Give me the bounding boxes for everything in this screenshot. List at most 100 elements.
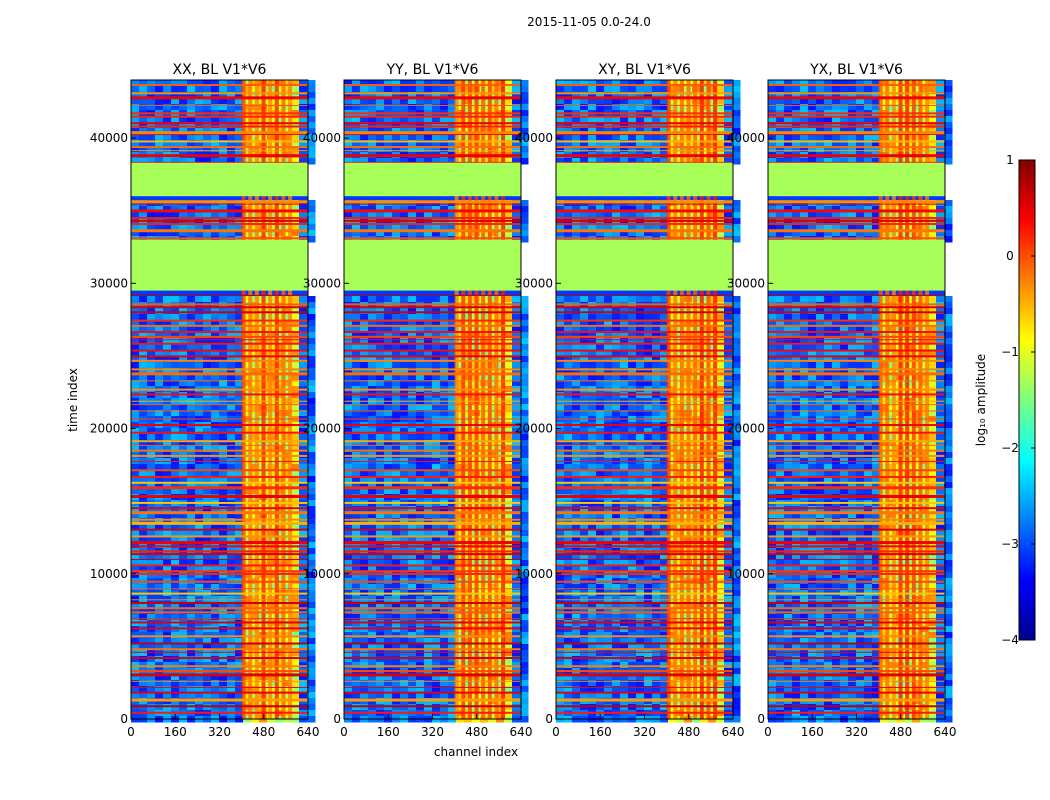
heatmap-cell bbox=[392, 674, 401, 681]
heatmap-cell bbox=[448, 212, 457, 219]
heatmap-cell bbox=[448, 224, 457, 231]
heatmap-cell bbox=[307, 500, 316, 507]
heatmap-cell bbox=[424, 308, 433, 315]
heatmap-cell bbox=[732, 224, 741, 231]
heatmap-cell bbox=[187, 368, 196, 375]
heatmap-cell bbox=[432, 122, 441, 129]
heatmap-cell bbox=[219, 686, 228, 693]
heatmap-cell bbox=[344, 350, 353, 357]
rfi-time-streak bbox=[131, 219, 308, 222]
heatmap-cell bbox=[131, 344, 140, 351]
heatmap-cell bbox=[163, 332, 172, 339]
heatmap-cell bbox=[187, 104, 196, 111]
heatmap-cell bbox=[131, 692, 140, 699]
heatmap-cell bbox=[219, 362, 228, 369]
heatmap-cell bbox=[520, 614, 529, 621]
heatmap-cell bbox=[195, 92, 204, 99]
y-tick-label: 30000 bbox=[90, 276, 128, 290]
rfi-time-streak bbox=[344, 359, 521, 362]
heatmap-cell bbox=[307, 464, 316, 471]
heatmap-cell bbox=[307, 92, 316, 99]
heatmap-cell bbox=[163, 320, 172, 327]
heatmap-cell bbox=[344, 326, 353, 333]
heatmap-cell bbox=[147, 296, 156, 303]
heatmap-cell bbox=[652, 206, 661, 213]
heatmap-cell bbox=[432, 410, 441, 417]
heatmap-cell bbox=[203, 356, 212, 363]
heatmap-cell bbox=[211, 476, 220, 483]
heatmap-cell bbox=[660, 86, 669, 93]
heatmap-cell bbox=[187, 542, 196, 549]
y-tick-label: 40000 bbox=[90, 131, 128, 145]
heatmap-cell bbox=[195, 368, 204, 375]
heatmap-cell bbox=[520, 368, 529, 375]
heatmap-cell bbox=[424, 92, 433, 99]
heatmap-cell bbox=[131, 134, 140, 141]
heatmap-cell bbox=[376, 224, 385, 231]
heatmap-cell bbox=[195, 584, 204, 591]
rfi-time-streak bbox=[131, 306, 308, 309]
heatmap-cell bbox=[416, 584, 425, 591]
heatmap-cell bbox=[368, 632, 377, 639]
heatmap-cell bbox=[556, 122, 565, 129]
heatmap-cell bbox=[368, 566, 377, 573]
heatmap-cell bbox=[620, 92, 629, 99]
heatmap-cell bbox=[235, 542, 244, 549]
heatmap-cell bbox=[504, 686, 513, 693]
heatmap-cell bbox=[564, 80, 573, 87]
heatmap-cell bbox=[155, 506, 164, 513]
heatmap-cell bbox=[211, 158, 220, 165]
heatmap-cell bbox=[187, 146, 196, 153]
heatmap-cell bbox=[227, 560, 236, 567]
rfi-time-streak bbox=[131, 209, 308, 213]
heatmap-cell bbox=[235, 554, 244, 561]
heatmap-cell bbox=[424, 692, 433, 699]
rfi-time-streak bbox=[131, 564, 308, 567]
heatmap-cell bbox=[520, 296, 529, 303]
heatmap-cell bbox=[211, 98, 220, 105]
heatmap-cell bbox=[368, 104, 377, 111]
heatmap-cell bbox=[496, 374, 505, 381]
rfi-time-streak bbox=[131, 418, 308, 420]
heatmap-cell bbox=[163, 380, 172, 387]
heatmap-cell bbox=[400, 404, 409, 411]
heatmap-cell bbox=[520, 584, 529, 591]
heatmap-cell bbox=[488, 440, 497, 447]
heatmap-cell bbox=[163, 326, 172, 333]
heatmap-cell bbox=[376, 140, 385, 147]
heatmap-cell bbox=[604, 212, 613, 219]
heatmap-cell bbox=[219, 464, 228, 471]
heatmap-cell bbox=[203, 482, 212, 489]
heatmap-cell bbox=[299, 404, 308, 411]
heatmap-cell bbox=[344, 314, 353, 321]
rfi-time-streak bbox=[344, 673, 521, 677]
heatmap-cell bbox=[612, 230, 621, 237]
heatmap-cell bbox=[588, 86, 597, 93]
heatmap-cell bbox=[131, 512, 140, 519]
x-tick-label: 320 bbox=[208, 725, 231, 739]
heatmap-cell bbox=[203, 536, 212, 543]
heatmap-cell bbox=[724, 104, 733, 111]
heatmap-cell bbox=[424, 224, 433, 231]
heatmap-cell bbox=[163, 572, 172, 579]
heatmap-cell bbox=[652, 158, 661, 165]
heatmap-cell bbox=[384, 296, 393, 303]
heatmap-cell bbox=[243, 212, 252, 219]
heatmap-cell bbox=[275, 686, 284, 693]
heatmap-cell bbox=[408, 482, 417, 489]
rfi-time-streak bbox=[131, 140, 308, 143]
heatmap-cell bbox=[408, 608, 417, 615]
heatmap-cell bbox=[219, 560, 228, 567]
heatmap-cell bbox=[275, 596, 284, 603]
heatmap-cell bbox=[307, 422, 316, 429]
heatmap-cell bbox=[227, 680, 236, 687]
heatmap-cell bbox=[416, 134, 425, 141]
heatmap-cell bbox=[283, 86, 292, 93]
heatmap-cell bbox=[155, 104, 164, 111]
heatmap-cell bbox=[644, 92, 653, 99]
heatmap-cell bbox=[299, 368, 308, 375]
heatmap-cell bbox=[155, 320, 164, 327]
heatmap-cell bbox=[171, 638, 180, 645]
heatmap-cell bbox=[307, 668, 316, 675]
heatmap-cell bbox=[163, 224, 172, 231]
